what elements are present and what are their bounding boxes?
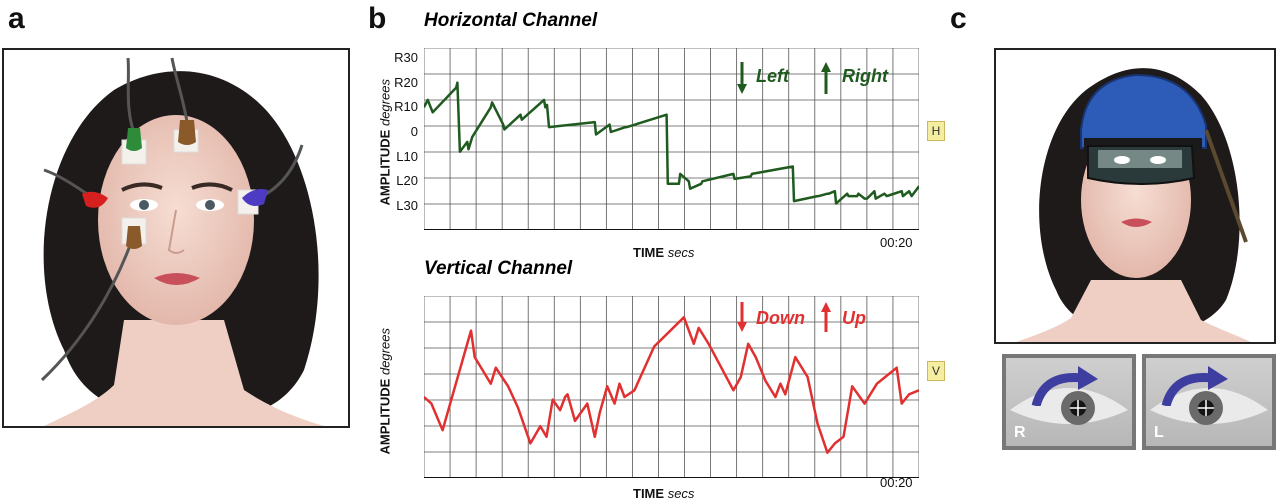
- horizontal-time-end: 00:20: [880, 235, 913, 250]
- horizontal-xlabel: TIME secs: [633, 245, 694, 260]
- up-arrow-icon: [821, 302, 831, 332]
- vertical-xlabel: TIME secs: [633, 486, 694, 501]
- legend-left-label: Left: [756, 66, 789, 86]
- vertical-channel-title: Vertical Channel: [424, 258, 573, 279]
- vertical-ylabel-main: AMPLITUDE: [377, 378, 393, 455]
- legend-up-label: Up: [842, 308, 866, 328]
- vertical-xlabel-main: TIME: [633, 486, 665, 501]
- left-arrow-icon: [737, 62, 747, 94]
- panel-label-c: c: [950, 2, 967, 35]
- y-tick-label: R30: [394, 50, 418, 65]
- right-arrow-icon: [821, 62, 831, 94]
- horizontal-badge: H: [927, 121, 945, 141]
- eye-tracking-thumbnail-right: R: [1002, 354, 1136, 450]
- y-tick-label: R10: [394, 99, 418, 115]
- eye-illustration-left: [1150, 388, 1268, 425]
- vertical-badge: V: [927, 361, 945, 381]
- vertical-time-end: 00:20: [880, 475, 913, 490]
- panel-label-b: b: [368, 2, 387, 35]
- vertical-ylabel-unit: degrees: [377, 328, 393, 376]
- y-tick-label: L10: [396, 148, 418, 164]
- vertical-series-line: [424, 316, 919, 454]
- y-tick-label: L20: [396, 173, 418, 189]
- eye-tracking-thumbnail-left: L: [1142, 354, 1276, 450]
- horizontal-series-line: [424, 81, 919, 205]
- vertical-grid: [424, 296, 919, 478]
- electrode-face-photo: [2, 48, 350, 428]
- vertical-chart: [424, 296, 919, 478]
- y-tick-label: L30: [396, 198, 418, 213]
- eye-label-r: R: [1014, 424, 1026, 441]
- vertical-xlabel-unit: secs: [667, 486, 695, 501]
- eye-label-l: L: [1154, 424, 1164, 441]
- panel-label-a: a: [8, 2, 25, 35]
- y-tick-label: 0: [410, 124, 418, 139]
- horizontal-xlabel-main: TIME: [633, 245, 665, 260]
- horizontal-xlabel-unit: secs: [667, 245, 695, 260]
- vertical-ylabel: AMPLITUDE degrees: [377, 325, 393, 455]
- headset-face-photo: [994, 48, 1276, 344]
- horizontal-channel-title: Horizontal Channel: [424, 10, 598, 31]
- down-arrow-icon: [737, 302, 747, 332]
- headset-illustration: [1016, 68, 1251, 342]
- horizontal-chart: [424, 48, 919, 230]
- horizontal-ylabel-main: AMPLITUDE: [377, 129, 393, 206]
- legend-down-label: Down: [756, 308, 805, 328]
- legend-right-label: Right: [842, 66, 888, 86]
- face-illustration: [40, 57, 324, 426]
- gaze-arrow-icon: [1161, 366, 1228, 406]
- gaze-arrow-icon: [1031, 366, 1098, 406]
- y-tick-label: R20: [394, 74, 418, 90]
